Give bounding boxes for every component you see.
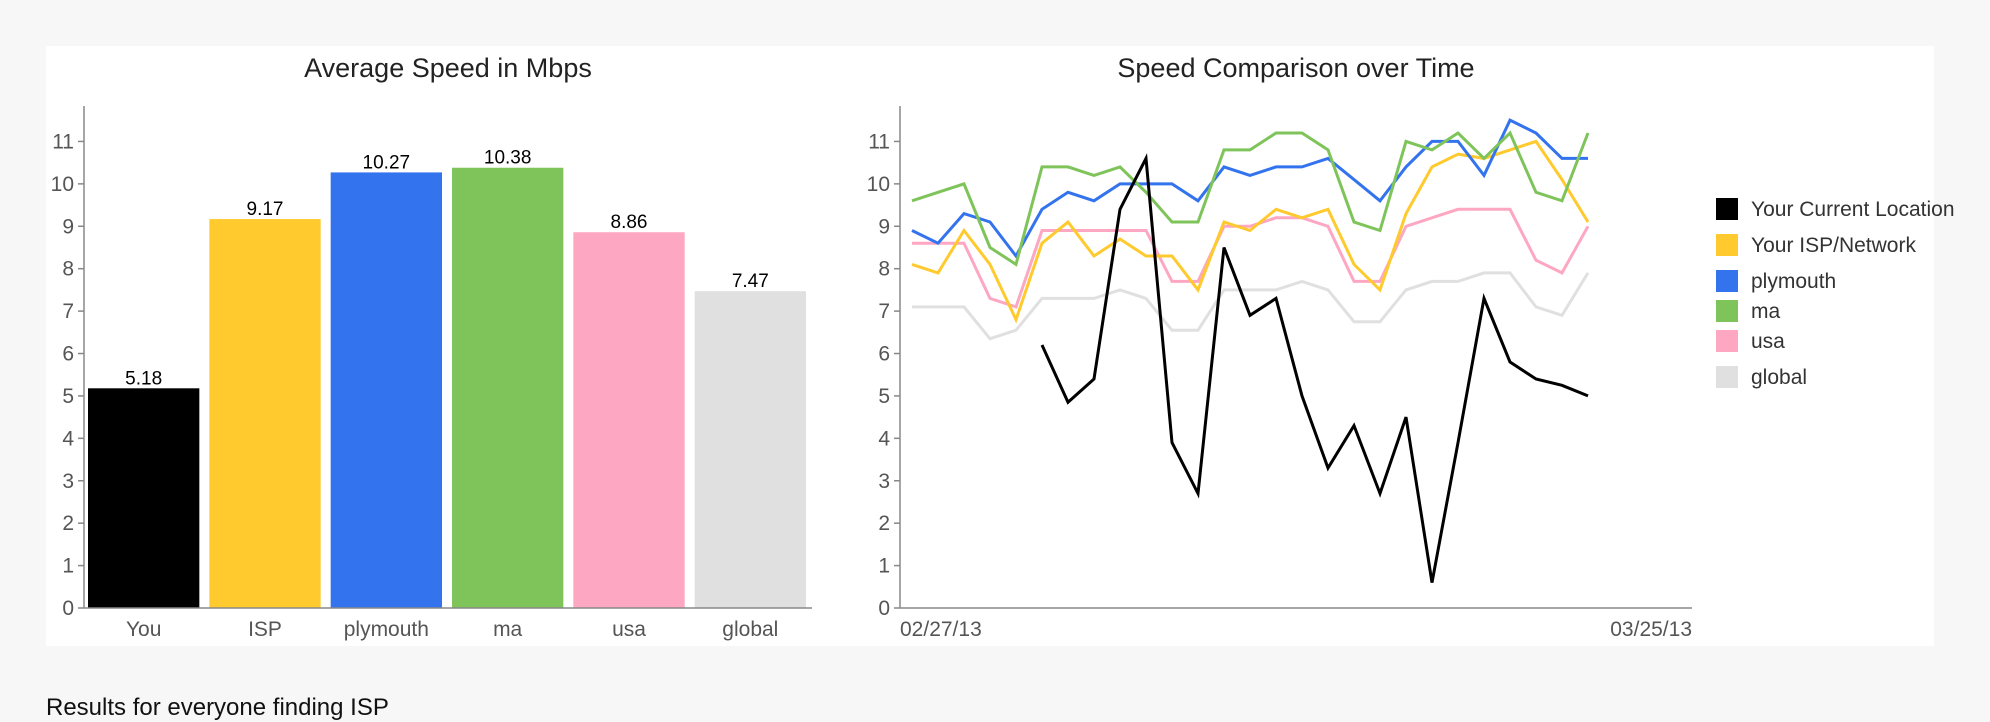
line-y-tick-label: 2 (878, 512, 890, 535)
line-x-end-label: 03/25/13 (1610, 618, 1692, 641)
bar-value-label: 8.86 (611, 212, 648, 233)
line-series-plymouth (911, 118, 1588, 259)
line-y-tick-label: 11 (868, 130, 890, 153)
legend-label: usa (1751, 330, 1785, 353)
line-y-tick-label: 10 (867, 173, 890, 196)
bar-value-label: 9.17 (247, 199, 284, 220)
line-y-tick-label: 8 (878, 258, 890, 281)
bar-y-tick-label: 3 (62, 470, 74, 493)
bar-y-tick-label: 2 (62, 512, 74, 535)
legend-swatch-global (1716, 366, 1738, 388)
legend-label: plymouth (1751, 270, 1836, 293)
bar-value-label: 5.18 (125, 368, 162, 389)
bar-plymouth (330, 172, 442, 608)
speed-comparison-chart-panel: Speed Comparison over Time 0 1 2 3 4 5 6 7 8 9 10 1… (867, 46, 1955, 646)
line-y-tick-label: 5 (878, 385, 890, 408)
bar-y-tick-label: 8 (62, 258, 74, 281)
results-caption: Results for everyone finding ISP (46, 694, 389, 721)
legend-swatch-your-current-location (1716, 198, 1738, 220)
bar-category-label: usa (612, 618, 646, 641)
bar-global (694, 291, 806, 608)
bar-ma (452, 167, 564, 609)
line-x-start-label: 02/27/13 (900, 618, 982, 641)
bar-category-label: ma (493, 618, 522, 641)
bar-value-label: 7.47 (732, 271, 769, 292)
line-chart-title: Speed Comparison over Time (1117, 53, 1474, 83)
bar-y-tick-label: 4 (62, 427, 74, 450)
average-speed-chart-panel: Average Speed in Mbps 0 1 2 3 4 5 6 7 8 9 10 11 5.1… (46, 46, 872, 646)
bar-isp (209, 219, 321, 608)
legend-label: Your ISP/Network (1751, 234, 1916, 257)
legend-label: global (1751, 366, 1807, 389)
bar-category-label: You (126, 618, 161, 641)
line-y-tick-label: 4 (878, 427, 890, 450)
bar-value-label: 10.27 (363, 152, 411, 173)
bar-y-tick-label: 5 (62, 385, 74, 408)
bar-x-axis-labels: You ISP plymouth ma usa global (126, 618, 778, 641)
line-y-tick-label: 7 (878, 300, 890, 323)
legend-swatch-usa (1716, 330, 1738, 352)
bar-y-tick-label: 11 (52, 130, 74, 153)
line-y-axis-ticks: 0 1 2 3 4 5 6 7 8 9 10 11 (867, 130, 900, 620)
bar-y-tick-label: 7 (62, 300, 74, 323)
line-y-tick-label: 0 (878, 597, 890, 620)
bar-usa (573, 232, 685, 608)
line-y-tick-label: 6 (878, 343, 890, 366)
legend-label: ma (1751, 300, 1780, 323)
average-speed-bar-chart: Average Speed in Mbps 0 1 2 3 4 5 6 7 8 9 10 11 5.1… (51, 53, 812, 641)
line-y-tick-label: 9 (878, 215, 890, 238)
bar-category-label: ISP (248, 618, 282, 641)
bar-category-label: global (722, 618, 778, 641)
line-chart-legend: Your Current Location Your ISP/Network ply… (1716, 198, 1955, 389)
legend-label: Your Current Location (1751, 198, 1955, 221)
bar-y-tick-label: 6 (62, 343, 74, 366)
bar-y-tick-label: 1 (62, 555, 74, 578)
line-y-tick-label: 1 (878, 555, 890, 578)
speed-comparison-line-chart: Speed Comparison over Time 0 1 2 3 4 5 6 7 8 9 10 1… (867, 53, 1955, 641)
bar-value-label: 10.38 (484, 148, 532, 169)
bar-y-tick-label: 9 (62, 215, 74, 238)
line-series-ma (911, 130, 1590, 267)
legend-swatch-ma (1716, 300, 1738, 322)
legend-swatch-plymouth (1716, 270, 1738, 292)
line-series-group (911, 118, 1590, 583)
bar-series: 5.18 9.17 10.27 10.38 8.86 7.47 (88, 148, 806, 609)
line-series-usa (912, 207, 1590, 309)
bar-y-axis-ticks: 0 1 2 3 4 5 6 7 8 9 10 11 (51, 130, 84, 620)
bar-category-label: plymouth (344, 618, 429, 641)
bar-you (88, 388, 200, 608)
legend-swatch-your-isp-network (1716, 234, 1738, 256)
line-series-your-current-location (1040, 153, 1589, 583)
bar-chart-title: Average Speed in Mbps (304, 53, 592, 83)
line-series-global (912, 271, 1590, 341)
line-series-your-isp-network (911, 139, 1590, 324)
line-y-tick-label: 3 (878, 470, 890, 493)
bar-y-tick-label: 10 (51, 173, 74, 196)
bar-y-tick-label: 0 (62, 597, 74, 620)
